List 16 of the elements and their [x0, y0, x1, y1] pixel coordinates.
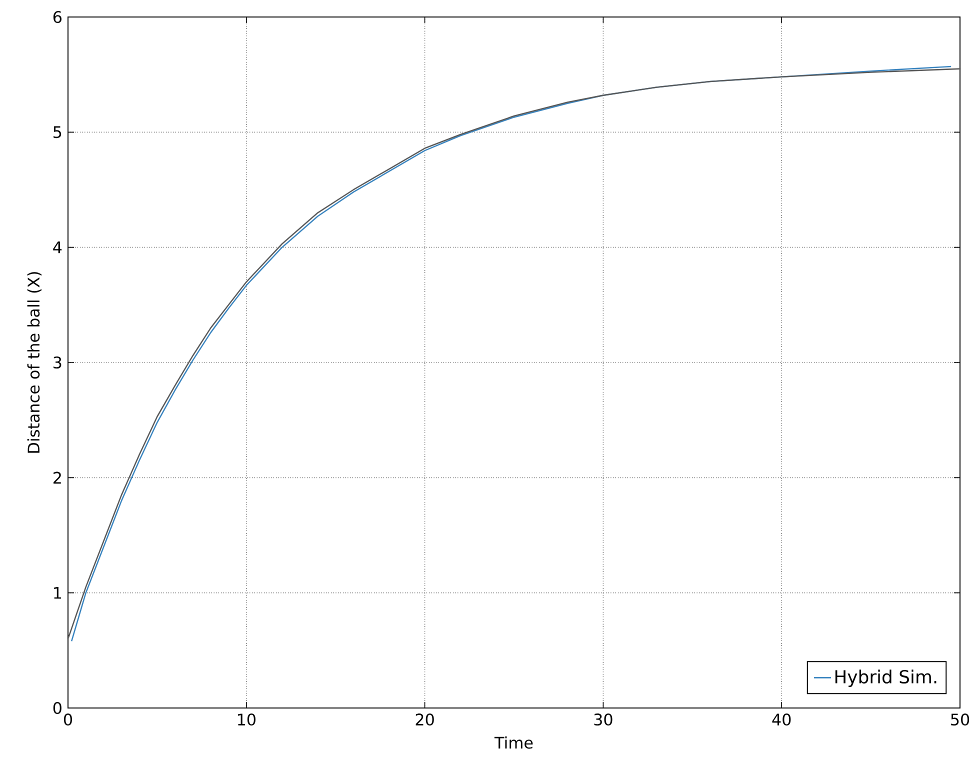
- y-tick-label: 1: [54, 587, 62, 599]
- legend-label: Hybrid Sim.: [835, 670, 936, 688]
- y-tick-label: 4: [53, 242, 62, 254]
- y-tick-label: 5: [54, 126, 62, 138]
- x-tick-label: 0: [64, 714, 72, 726]
- x-tick-label: 10: [238, 714, 256, 726]
- x-axis-title: Time: [494, 736, 533, 749]
- y-tick-label: 0: [53, 702, 62, 714]
- y-tick-label: 2: [54, 472, 61, 484]
- x-tick-label: 40: [772, 714, 791, 726]
- x-tick-label: 30: [594, 714, 612, 726]
- x-tick-label: 50: [951, 714, 970, 726]
- y-tick-label: 6: [53, 10, 62, 24]
- y-axis-title: Distance of the ball (X): [27, 272, 42, 453]
- y-tick-label: 3: [54, 356, 62, 369]
- x-tick-label: 20: [416, 714, 434, 726]
